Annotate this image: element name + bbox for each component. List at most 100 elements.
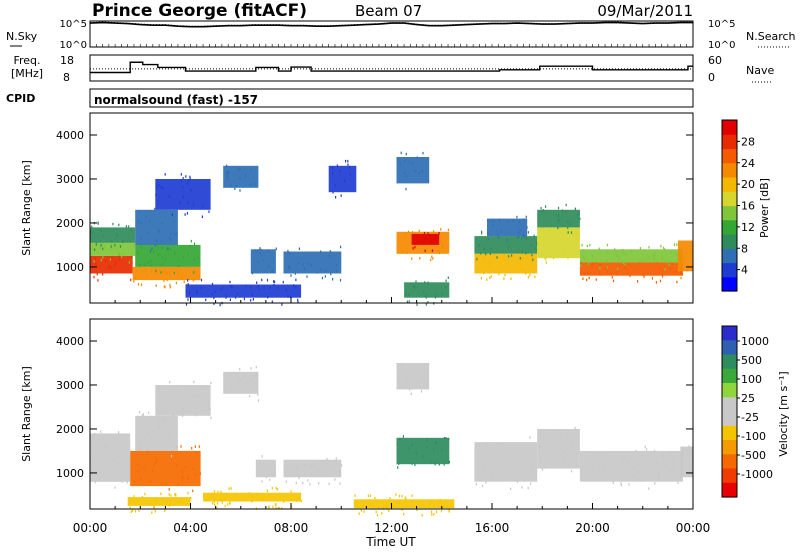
echo-speck xyxy=(250,286,252,289)
echo-speck xyxy=(367,494,369,498)
echo-speck xyxy=(259,247,261,250)
echo-speck xyxy=(647,459,649,462)
echo-speck xyxy=(213,302,215,305)
echo-speck xyxy=(616,272,618,276)
echo-speck xyxy=(144,263,146,267)
echo-speck xyxy=(420,368,423,371)
echo-speck xyxy=(161,256,163,259)
echo-speck xyxy=(361,505,363,508)
echo-speck xyxy=(182,186,184,189)
echo-speck xyxy=(180,445,182,448)
echo-speck xyxy=(119,245,122,248)
echo-speck xyxy=(404,171,406,175)
echo-speck xyxy=(143,440,145,443)
echo-speck xyxy=(430,258,432,262)
echo-speck xyxy=(544,466,546,469)
echo-speck xyxy=(340,245,342,249)
echo-speck xyxy=(635,449,637,453)
echo-speck xyxy=(406,174,408,178)
echo-speck xyxy=(587,262,589,266)
echo-speck xyxy=(225,294,227,297)
echo-speck xyxy=(154,498,156,501)
echo-speck xyxy=(152,430,154,433)
echo-speck xyxy=(559,436,562,439)
echo-speck xyxy=(637,464,639,467)
freq-label-line1: Freq. xyxy=(13,54,40,67)
x-tick-label: 04:00 xyxy=(173,521,208,535)
echo-speck xyxy=(276,488,278,491)
echo-speck xyxy=(426,438,428,442)
echo-speck xyxy=(621,459,623,463)
echo-speck xyxy=(169,380,171,384)
colorbar-tick-label: 12 xyxy=(741,221,755,234)
echo-speck xyxy=(187,477,189,480)
echo-speck xyxy=(263,469,265,472)
echo-speck xyxy=(433,448,435,451)
echo-speck xyxy=(179,201,181,205)
echo-speck xyxy=(548,229,551,232)
echo-speck xyxy=(416,303,418,306)
echo-speck xyxy=(376,513,379,517)
echo-speck xyxy=(127,452,129,455)
echo-speck xyxy=(405,497,407,501)
echo-speck xyxy=(643,249,645,252)
echo-speck xyxy=(158,416,160,419)
echo-speck xyxy=(130,278,132,282)
echo-speck xyxy=(375,510,377,514)
echo-speck xyxy=(212,497,215,500)
echo-speck xyxy=(430,461,432,464)
echo-speck xyxy=(244,174,246,177)
echo-speck xyxy=(231,386,233,390)
echo-speck xyxy=(438,232,440,235)
cpid-label: CPID xyxy=(6,92,35,105)
echo-speck xyxy=(508,246,510,249)
echo-speck xyxy=(682,463,684,467)
echo-speck xyxy=(489,252,492,255)
echo-speck xyxy=(369,494,372,498)
echo-speck xyxy=(557,206,560,210)
noise-axes-frame xyxy=(89,20,694,48)
echo-speck xyxy=(185,289,187,293)
echo-speck xyxy=(250,183,252,186)
colorbar-tick-label: 100 xyxy=(741,373,762,386)
echo-speck xyxy=(164,509,166,512)
echo-speck xyxy=(287,249,289,253)
echo-speck xyxy=(614,248,616,251)
echo-speck xyxy=(503,277,505,280)
echo-speck xyxy=(396,443,398,447)
echo-speck xyxy=(582,277,584,280)
echo-speck xyxy=(176,232,178,235)
echo-speck xyxy=(257,399,259,402)
colorbar-tick-label: -1000 xyxy=(741,468,773,481)
echo-speck xyxy=(108,264,111,268)
echo-speck xyxy=(606,266,608,269)
echo-speck xyxy=(406,378,408,382)
echo-speck xyxy=(103,445,105,448)
echo-speck xyxy=(225,296,227,299)
echo-speck xyxy=(193,271,195,274)
echo-speck xyxy=(657,473,659,476)
echo-speck xyxy=(169,283,171,287)
echo-speck xyxy=(527,231,529,234)
echo-speck xyxy=(295,467,297,470)
echo-speck xyxy=(543,243,545,247)
echo-speck xyxy=(540,432,542,436)
plot-title: Prince George (fitACF) xyxy=(92,1,307,21)
noise-panel: N.Sky 10^5 10^0 10^5 10^0 N.Search xyxy=(6,19,796,51)
echo-speck xyxy=(647,454,649,458)
echo-speck xyxy=(641,454,644,458)
echo-speck xyxy=(187,253,189,256)
echo-speck xyxy=(506,239,508,242)
echo-region-12 xyxy=(474,442,538,482)
echo-region-6 xyxy=(127,497,191,506)
echo-speck xyxy=(335,457,337,460)
colorbar-cell xyxy=(722,425,737,441)
echo-speck xyxy=(381,512,383,515)
echo-speck xyxy=(201,392,203,395)
echo-speck xyxy=(411,387,413,390)
echo-speck xyxy=(295,481,297,485)
echo-speck xyxy=(644,445,646,449)
x-tick-label: 16:00 xyxy=(475,521,510,535)
echo-region-10 xyxy=(283,251,342,274)
echo-speck xyxy=(578,211,580,214)
